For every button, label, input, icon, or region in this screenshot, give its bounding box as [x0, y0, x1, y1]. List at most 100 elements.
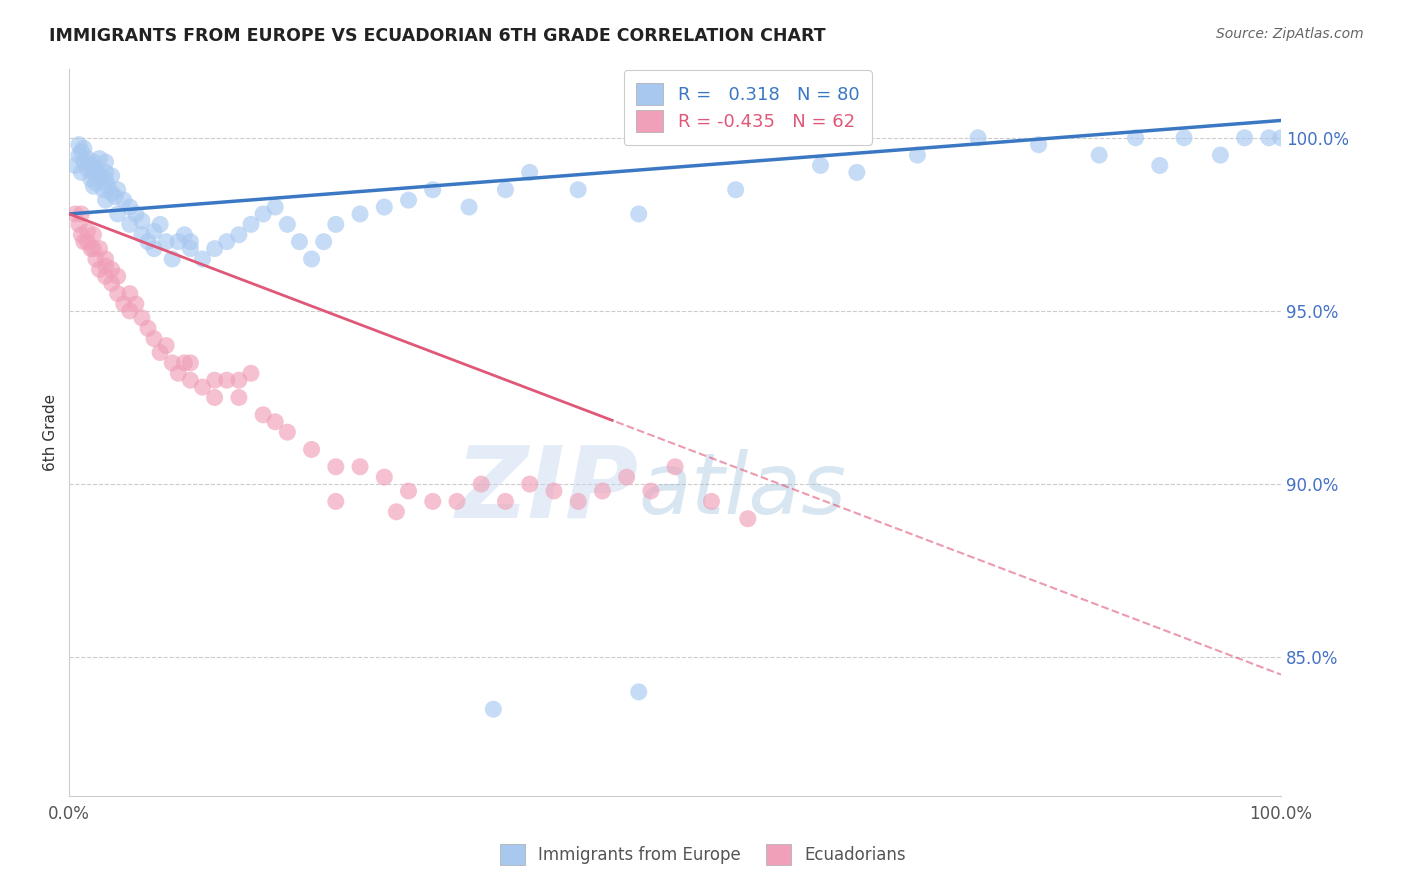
- Point: [104, 189, 127, 203]
- Point: [494, 494, 516, 508]
- Point: [398, 483, 420, 498]
- Point: [67, 137, 90, 152]
- Point: [1270, 130, 1292, 145]
- Point: [737, 512, 759, 526]
- Point: [1173, 130, 1195, 145]
- Y-axis label: 6th Grade: 6th Grade: [44, 393, 58, 471]
- Point: [76, 235, 98, 249]
- Point: [179, 356, 201, 370]
- Point: [1257, 130, 1279, 145]
- Point: [228, 373, 250, 387]
- Point: [252, 408, 274, 422]
- Point: [264, 200, 287, 214]
- Point: [349, 207, 371, 221]
- Point: [107, 269, 129, 284]
- Point: [65, 159, 87, 173]
- Point: [82, 179, 104, 194]
- Point: [325, 459, 347, 474]
- Point: [173, 227, 195, 242]
- Point: [125, 207, 148, 221]
- Point: [97, 179, 120, 194]
- Point: [76, 224, 98, 238]
- Point: [191, 380, 214, 394]
- Point: [398, 193, 420, 207]
- Point: [567, 494, 589, 508]
- Point: [173, 356, 195, 370]
- Point: [82, 165, 104, 179]
- Point: [89, 152, 111, 166]
- Text: Source: ZipAtlas.com: Source: ZipAtlas.com: [1216, 27, 1364, 41]
- Point: [94, 269, 117, 284]
- Point: [252, 207, 274, 221]
- Point: [67, 148, 90, 162]
- Point: [131, 310, 153, 325]
- Point: [179, 373, 201, 387]
- Point: [1149, 159, 1171, 173]
- Point: [131, 214, 153, 228]
- Point: [385, 505, 408, 519]
- Point: [422, 494, 444, 508]
- Point: [155, 338, 177, 352]
- Point: [84, 161, 107, 176]
- Point: [70, 145, 93, 159]
- Point: [94, 193, 117, 207]
- Point: [700, 494, 723, 508]
- Point: [519, 477, 541, 491]
- Point: [82, 242, 104, 256]
- Point: [112, 193, 135, 207]
- Point: [94, 259, 117, 273]
- Point: [131, 227, 153, 242]
- Point: [73, 235, 96, 249]
- Point: [136, 235, 159, 249]
- Legend: Immigrants from Europe, Ecuadorians: Immigrants from Europe, Ecuadorians: [489, 834, 917, 875]
- Point: [155, 235, 177, 249]
- Point: [470, 477, 492, 491]
- Point: [65, 207, 87, 221]
- Point: [125, 297, 148, 311]
- Point: [616, 470, 638, 484]
- Point: [73, 141, 96, 155]
- Point: [204, 391, 226, 405]
- Point: [143, 224, 166, 238]
- Point: [136, 321, 159, 335]
- Point: [204, 373, 226, 387]
- Point: [845, 165, 868, 179]
- Point: [73, 155, 96, 169]
- Point: [373, 200, 395, 214]
- Point: [82, 227, 104, 242]
- Point: [70, 207, 93, 221]
- Point: [94, 172, 117, 186]
- Point: [112, 297, 135, 311]
- Point: [325, 218, 347, 232]
- Point: [80, 172, 103, 186]
- Point: [80, 159, 103, 173]
- Point: [810, 159, 832, 173]
- Point: [724, 183, 747, 197]
- Point: [107, 286, 129, 301]
- Text: ZIP: ZIP: [456, 442, 638, 539]
- Point: [288, 235, 311, 249]
- Point: [591, 483, 613, 498]
- Point: [1209, 148, 1232, 162]
- Point: [1125, 130, 1147, 145]
- Text: atlas: atlas: [638, 449, 846, 532]
- Point: [907, 148, 929, 162]
- Point: [494, 183, 516, 197]
- Point: [167, 366, 190, 380]
- Point: [91, 183, 114, 197]
- Point: [276, 218, 298, 232]
- Point: [100, 262, 122, 277]
- Point: [301, 252, 323, 266]
- Point: [118, 304, 141, 318]
- Point: [100, 277, 122, 291]
- Point: [149, 218, 172, 232]
- Point: [215, 235, 238, 249]
- Text: IMMIGRANTS FROM EUROPE VS ECUADORIAN 6TH GRADE CORRELATION CHART: IMMIGRANTS FROM EUROPE VS ECUADORIAN 6TH…: [49, 27, 825, 45]
- Point: [160, 252, 183, 266]
- Point: [89, 169, 111, 183]
- Point: [100, 169, 122, 183]
- Point: [80, 242, 103, 256]
- Point: [240, 218, 263, 232]
- Point: [70, 227, 93, 242]
- Point: [228, 391, 250, 405]
